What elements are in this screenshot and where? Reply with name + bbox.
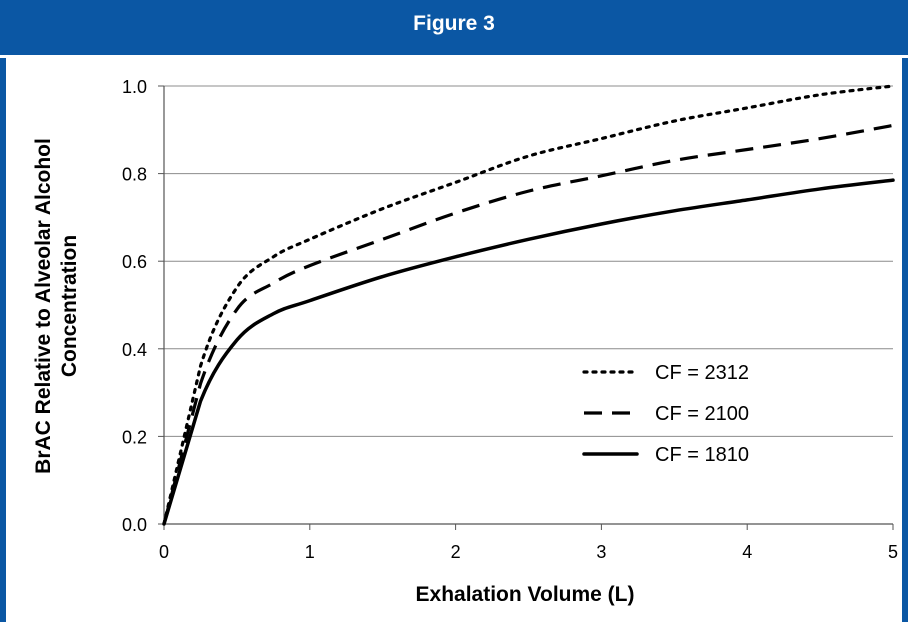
x-tick-label-1: 1 (305, 542, 315, 562)
y-tick-label-0: 0.0 (122, 515, 147, 535)
legend: CF = 2312 CF = 2100 CF = 1810 (582, 362, 749, 466)
figure-header: Figure 3 (0, 0, 908, 58)
y-tick-label-5: 1.0 (122, 77, 147, 97)
x-tick-label-3: 3 (596, 542, 606, 562)
y-axis-label-line-1: BrAC Relative to Alveolar Alcohol (32, 138, 55, 474)
x-tick-label-5: 5 (888, 542, 898, 562)
y-axis-label-line-2: Concentration (58, 235, 81, 377)
y-tick-label-1: 0.2 (122, 427, 147, 447)
x-axis-label: Exhalation Volume (L) (416, 583, 635, 606)
series-line-dashed (162, 123, 894, 525)
x-tick-label-4: 4 (742, 542, 752, 562)
legend-label-1: CF = 2100 (655, 403, 749, 425)
y-tick-label-4: 0.8 (122, 165, 147, 185)
x-tick-label-0: 0 (159, 542, 169, 562)
figure-title: Figure 3 (413, 12, 495, 35)
tick-labels: 0.0 0.2 0.4 0.6 0.8 1.0 0 1 2 3 4 5 (122, 77, 898, 562)
series-line-dotted (162, 84, 895, 526)
series-line-solid (162, 178, 895, 526)
axes (158, 85, 894, 530)
legend-label-2: CF = 1810 (655, 444, 749, 466)
y-tick-label-3: 0.6 (122, 252, 147, 272)
y-tick-label-2: 0.4 (122, 340, 147, 360)
legend-label-0: CF = 2312 (655, 362, 749, 384)
x-tick-label-2: 2 (451, 542, 461, 562)
gridlines (164, 85, 893, 437)
series-lines (162, 84, 895, 526)
